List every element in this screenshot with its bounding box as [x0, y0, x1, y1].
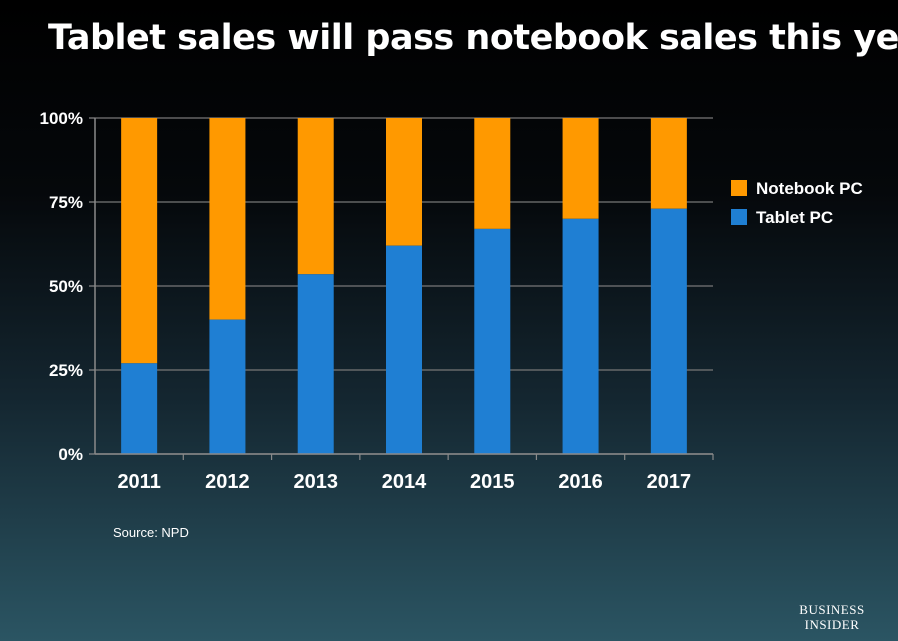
x-tick-label: 2012 — [205, 471, 250, 493]
x-tick-label: 2013 — [293, 471, 338, 493]
legend-swatch — [731, 180, 747, 196]
legend-swatch — [731, 209, 747, 225]
chart-title: Tablet sales will pass notebook sales th… — [48, 18, 898, 58]
y-tick-label: 100% — [40, 109, 83, 128]
bar-tablet-2011 — [121, 363, 158, 454]
y-tick-label: 25% — [49, 361, 83, 380]
bar-notebook-2014 — [386, 118, 422, 246]
y-tick-label: 50% — [49, 277, 83, 296]
business-insider-logo: Business Insider — [792, 602, 872, 632]
bar-notebook-2016 — [562, 118, 599, 219]
legend-label: Notebook PC — [756, 179, 863, 198]
bar-tablet-2017 — [650, 208, 687, 454]
bar-notebook-2017 — [650, 118, 687, 209]
x-tick-label: 2014 — [382, 471, 427, 493]
bar-notebook-2013 — [297, 118, 334, 275]
bar-tablet-2012 — [209, 319, 246, 454]
source-note: Source: NPD — [113, 525, 189, 540]
bar-notebook-2011 — [121, 118, 158, 364]
bar-notebook-2012 — [209, 118, 246, 320]
legend-label: Tablet PC — [756, 208, 833, 227]
bar-tablet-2014 — [386, 245, 422, 454]
x-tick-label: 2015 — [470, 471, 515, 493]
y-tick-label: 0% — [58, 445, 83, 464]
bar-tablet-2013 — [297, 274, 334, 454]
bar-notebook-2015 — [474, 118, 511, 229]
bar-tablet-2016 — [562, 218, 599, 454]
x-tick-label: 2011 — [117, 471, 160, 493]
brand-line-1: Business — [799, 602, 865, 617]
bar-tablet-2015 — [474, 228, 511, 454]
x-tick-label: 2016 — [558, 471, 603, 493]
y-tick-label: 75% — [49, 193, 83, 212]
brand-line-2: Insider — [804, 617, 860, 632]
x-tick-label: 2017 — [647, 471, 692, 493]
